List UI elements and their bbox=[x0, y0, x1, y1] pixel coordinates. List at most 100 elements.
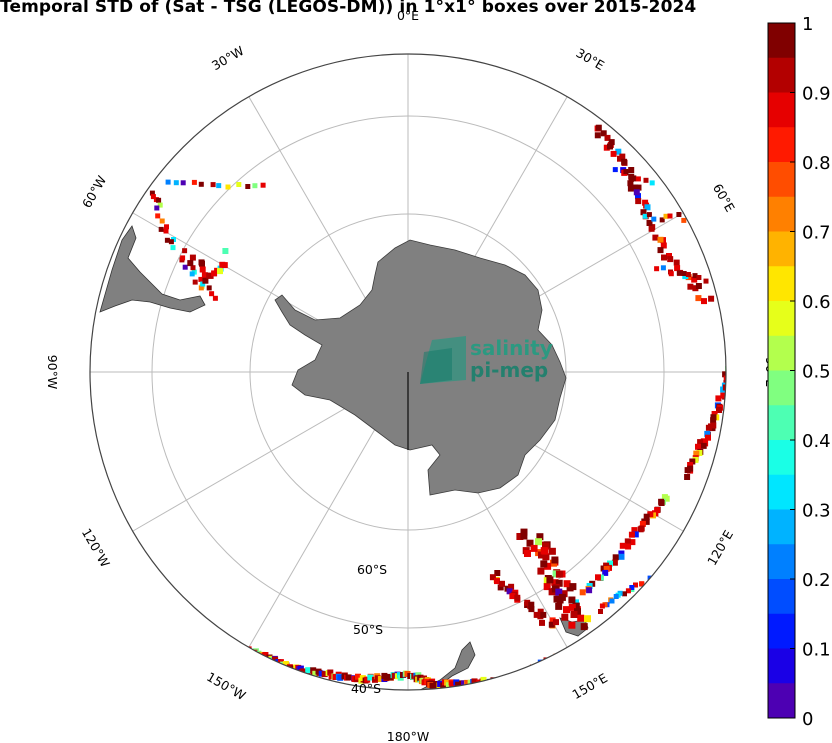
data-cell bbox=[538, 551, 545, 559]
data-cell bbox=[624, 538, 631, 545]
data-cell bbox=[610, 150, 617, 157]
data-cell bbox=[648, 225, 655, 232]
data-cell bbox=[494, 570, 501, 576]
colorbar-swatch bbox=[768, 579, 795, 615]
data-cell bbox=[595, 574, 601, 581]
data-cell bbox=[417, 674, 424, 681]
data-cell bbox=[667, 256, 674, 263]
data-cell bbox=[553, 619, 559, 626]
data-cell bbox=[159, 218, 165, 224]
data-cell bbox=[580, 623, 588, 631]
lon-label-150w: 150°W bbox=[204, 669, 248, 703]
data-cell bbox=[618, 550, 625, 557]
data-cell bbox=[282, 661, 289, 667]
colorbar-swatch bbox=[768, 544, 795, 580]
data-cell bbox=[604, 134, 611, 141]
data-cell bbox=[611, 559, 618, 566]
data-cell bbox=[191, 179, 197, 185]
data-cell bbox=[572, 602, 580, 610]
data-cell bbox=[693, 450, 700, 457]
data-cell bbox=[374, 675, 381, 682]
data-cell bbox=[568, 621, 576, 629]
data-cell bbox=[639, 581, 645, 587]
data-cell bbox=[497, 584, 504, 591]
colorbar-tick-label: 0.1 bbox=[802, 640, 831, 661]
lat-label-50s: 50°S bbox=[353, 622, 383, 637]
data-cell bbox=[540, 560, 548, 568]
data-cell bbox=[629, 539, 636, 546]
data-cell bbox=[618, 553, 625, 560]
data-cell bbox=[628, 531, 635, 538]
colorbar-tick-label: 0.7 bbox=[802, 223, 831, 244]
data-cell bbox=[198, 181, 204, 187]
data-cell bbox=[544, 562, 552, 570]
new-zealand-island bbox=[419, 641, 476, 690]
data-cell bbox=[599, 603, 605, 609]
colorbar: 1 0.9 0.8 0.7 0.6 0.5 0.4 0.3 0.2 0.1 0 bbox=[767, 14, 831, 730]
data-cell bbox=[189, 254, 196, 261]
colorbar-tick-label: 1 bbox=[802, 14, 813, 35]
data-cell bbox=[696, 450, 703, 456]
data-cell bbox=[433, 681, 440, 687]
data-cell bbox=[633, 189, 640, 196]
data-cell bbox=[617, 155, 623, 162]
data-cell bbox=[455, 681, 462, 688]
data-cell bbox=[209, 291, 215, 297]
logo-line1: salinity bbox=[470, 336, 553, 360]
data-cell bbox=[667, 213, 673, 219]
data-cell bbox=[640, 209, 647, 216]
data-cell bbox=[657, 236, 664, 243]
data-cell bbox=[310, 667, 317, 674]
data-cell bbox=[524, 599, 531, 606]
data-cell bbox=[595, 124, 602, 131]
data-cell bbox=[628, 167, 635, 173]
data-cell bbox=[570, 611, 578, 618]
colorbar-tick-label: 0 bbox=[802, 709, 813, 730]
data-cell bbox=[225, 184, 231, 190]
data-cell bbox=[520, 528, 528, 536]
data-cell bbox=[654, 266, 660, 272]
data-cell bbox=[632, 531, 639, 538]
data-cell bbox=[703, 278, 709, 284]
data-cell bbox=[643, 513, 650, 520]
data-cell bbox=[710, 417, 717, 424]
colorbar-swatch bbox=[768, 683, 795, 719]
data-cell bbox=[210, 182, 216, 188]
data-cell bbox=[548, 547, 556, 555]
data-cell bbox=[355, 673, 361, 680]
lon-label-120w: 120°W bbox=[79, 526, 113, 570]
data-cell bbox=[684, 467, 691, 474]
data-cell bbox=[598, 609, 603, 614]
data-cell bbox=[625, 543, 632, 550]
colorbar-swatch bbox=[768, 92, 795, 128]
lon-label-0e: 0°E bbox=[397, 8, 419, 23]
data-cell bbox=[625, 588, 631, 594]
data-cell bbox=[367, 674, 374, 681]
data-cell bbox=[377, 676, 384, 682]
data-cell bbox=[704, 430, 711, 437]
data-cell bbox=[155, 213, 161, 219]
colorbar-swatch bbox=[768, 301, 795, 337]
data-cell bbox=[535, 538, 542, 546]
data-cell bbox=[165, 179, 171, 185]
data-cell bbox=[387, 674, 394, 681]
data-cell bbox=[691, 276, 698, 283]
data-cell bbox=[568, 596, 576, 604]
data-cell bbox=[168, 239, 174, 245]
data-cell bbox=[615, 148, 622, 155]
data-cell bbox=[180, 255, 186, 261]
data-cell bbox=[668, 271, 674, 277]
data-cell bbox=[440, 682, 447, 689]
data-cell bbox=[524, 550, 531, 557]
data-cell bbox=[652, 234, 659, 241]
data-cell bbox=[542, 542, 550, 550]
data-cell bbox=[551, 579, 559, 587]
colorbar-tick-label: 0.2 bbox=[802, 570, 831, 591]
data-cell bbox=[429, 682, 436, 689]
data-cell bbox=[528, 601, 535, 608]
data-cell bbox=[705, 424, 712, 431]
data-cell bbox=[628, 177, 634, 182]
data-cell bbox=[556, 596, 564, 604]
colorbar-swatch bbox=[768, 23, 795, 59]
data-cell bbox=[327, 669, 334, 676]
